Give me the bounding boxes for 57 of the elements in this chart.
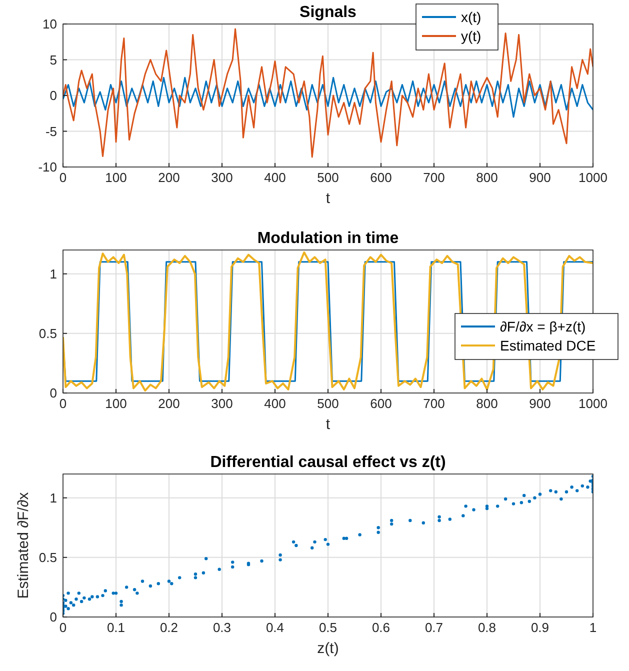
x-axis-title: t xyxy=(326,190,331,207)
x-tick-label: 0.8 xyxy=(478,620,496,635)
y-tick-label: 0 xyxy=(50,88,57,103)
chart-title: Modulation in time xyxy=(257,230,399,247)
x-tick-label: 0 xyxy=(59,620,67,635)
x-tick-label: 1000 xyxy=(578,170,608,185)
x-tick-label: 0 xyxy=(59,396,67,411)
x-tick-label: 400 xyxy=(264,170,286,185)
x-tick-label: 1000 xyxy=(578,396,608,411)
x-tick-label: 100 xyxy=(105,396,127,411)
x-tick-label: 100 xyxy=(105,170,127,185)
x-tick-label: 0.3 xyxy=(212,620,232,635)
line-series xyxy=(63,28,593,158)
x-tick-label: 800 xyxy=(476,396,498,411)
x-tick-label: 0.4 xyxy=(266,620,284,635)
x-tick-label: 0.1 xyxy=(106,620,126,635)
y-tick-label: 1 xyxy=(50,490,57,506)
x-tick-label: 200 xyxy=(158,396,180,411)
x-axis-title: z(t) xyxy=(317,640,339,657)
x-tick-label: 200 xyxy=(158,170,180,185)
legend-label: y(t) xyxy=(461,28,482,44)
x-tick-label: 900 xyxy=(529,396,551,411)
x-tick-label: 400 xyxy=(264,396,286,411)
x-tick-label: 700 xyxy=(423,170,445,185)
y-tick-label: 5 xyxy=(50,52,57,68)
y-tick-label: 10 xyxy=(42,16,57,32)
x-tick-label: 700 xyxy=(423,396,445,411)
x-tick-label: 0.9 xyxy=(530,620,550,635)
y-tick-label: 0.5 xyxy=(38,550,57,565)
x-tick-label: 500 xyxy=(317,170,339,185)
x-tick-label: 300 xyxy=(211,396,233,411)
x-tick-label: 0.6 xyxy=(372,620,390,635)
y-tick-label: -10 xyxy=(38,160,57,174)
y-tick-label: -5 xyxy=(45,124,57,139)
y-tick-label: 0.5 xyxy=(38,326,57,341)
line-series xyxy=(63,76,593,118)
x-tick-label: 500 xyxy=(317,396,339,411)
x-tick-label: 0.7 xyxy=(424,620,444,635)
x-tick-label: 800 xyxy=(476,170,498,185)
chart-title: Differential causal effect vs z(t) xyxy=(210,454,446,471)
y-tick-label: 1 xyxy=(50,266,57,282)
x-tick-label: 0.2 xyxy=(160,620,178,635)
legend-label: Estimated DCE xyxy=(500,338,596,354)
x-tick-label: 300 xyxy=(211,170,233,185)
legend-label: ∂F/∂x = β+z(t) xyxy=(500,318,586,334)
chart-title: Signals xyxy=(300,4,357,21)
legend-label: x(t) xyxy=(461,9,482,25)
x-tick-label: 0 xyxy=(59,170,67,185)
x-tick-label: 600 xyxy=(370,170,392,185)
x-tick-label: 900 xyxy=(529,170,551,185)
y-tick-label: 0 xyxy=(50,386,57,400)
y-tick-label: 0 xyxy=(50,610,57,624)
x-axis-title: t xyxy=(326,416,331,433)
x-tick-label: 0.5 xyxy=(318,620,338,635)
x-tick-label: 1 xyxy=(589,620,597,635)
y-axis-title: Estimated ∂F/∂x xyxy=(15,492,32,599)
x-tick-label: 600 xyxy=(370,396,392,411)
